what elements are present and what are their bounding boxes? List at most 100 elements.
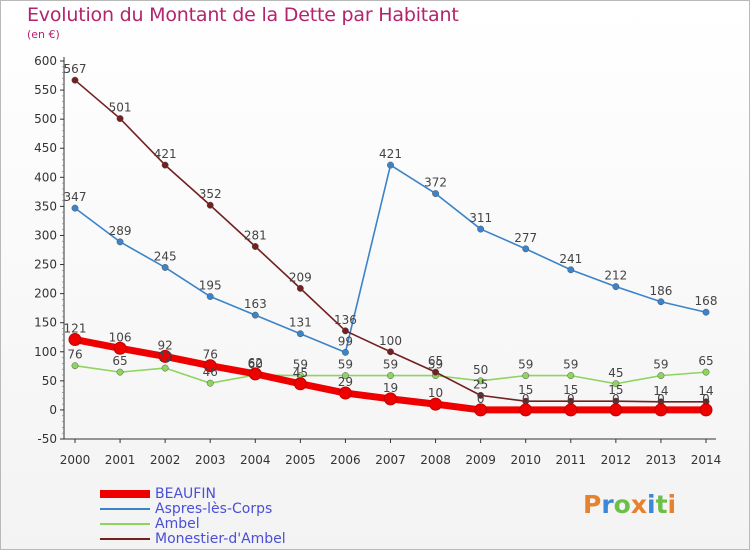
data-label: 0 (612, 392, 620, 406)
y-tick-label: 200 (34, 287, 57, 301)
data-label: 46 (203, 365, 218, 379)
data-label: 15 (563, 383, 578, 397)
data-point (612, 283, 620, 291)
data-point (477, 391, 485, 399)
data-point (612, 380, 620, 388)
data-point (384, 392, 397, 406)
data-label: 10 (428, 386, 443, 400)
data-label: 372 (424, 176, 447, 190)
data-point (654, 403, 668, 417)
logo-letter: i (647, 490, 656, 519)
chart-title: Evolution du Montant de la Dette par Hab… (27, 4, 459, 26)
logo-letter: x (630, 490, 647, 519)
data-point (296, 330, 304, 338)
data-label: 347 (64, 190, 87, 204)
data-label: 99 (338, 334, 353, 348)
data-label: 311 (469, 211, 492, 225)
y-tick-label: -50 (37, 432, 57, 446)
data-point (338, 386, 352, 400)
data-point (522, 372, 530, 380)
y-tick-label: 550 (34, 83, 57, 97)
data-label: 14 (653, 384, 668, 398)
data-label: 163 (244, 297, 267, 311)
y-tick-label: 500 (34, 112, 57, 126)
data-point (702, 308, 710, 316)
y-tick-label: 600 (34, 54, 57, 68)
data-point (387, 348, 394, 356)
data-label: 59 (518, 358, 533, 372)
y-tick-label: 50 (42, 374, 57, 388)
data-label: 76 (67, 348, 82, 362)
data-label: 168 (695, 294, 718, 308)
data-point (522, 245, 530, 253)
legend-item: Ambel (100, 516, 286, 532)
legend-swatch (100, 537, 150, 540)
logo-letter: i (667, 490, 677, 519)
logo-letter: P (583, 490, 602, 519)
data-point (387, 372, 394, 380)
data-label: 277 (514, 231, 537, 245)
proxiti-logo: Proxiti (583, 490, 676, 519)
y-tick-label: 400 (34, 170, 57, 184)
data-label: 59 (428, 358, 443, 372)
data-label: 72 (158, 350, 173, 364)
data-point (161, 263, 169, 271)
data-point (341, 327, 349, 335)
data-label: 0 (702, 392, 710, 406)
x-tick-label: 2008 (420, 453, 451, 467)
y-tick-label: 250 (34, 258, 57, 272)
x-tick-label: 2003 (195, 453, 226, 467)
data-label: 15 (608, 383, 623, 397)
x-tick-label: 2009 (465, 453, 496, 467)
x-tick-label: 2010 (510, 453, 541, 467)
data-point (519, 403, 533, 417)
data-label: 212 (604, 269, 627, 283)
y-tick-label: 0 (49, 403, 57, 417)
x-tick-label: 2014 (691, 453, 722, 467)
data-label: 106 (109, 330, 132, 344)
legend-swatch (100, 522, 150, 525)
data-point (657, 372, 665, 380)
data-label: 59 (563, 358, 578, 372)
x-tick-label: 2007 (375, 453, 406, 467)
data-label: 289 (109, 224, 132, 238)
data-label: 100 (379, 334, 402, 348)
data-label: 59 (383, 358, 398, 372)
data-label: 59 (293, 358, 308, 372)
data-point (432, 368, 440, 376)
data-label: 281 (244, 229, 267, 243)
data-point (429, 397, 443, 411)
data-point (161, 161, 169, 169)
y-tick-label: 100 (34, 345, 57, 359)
chart-legend: BEAUFIN Aspres-lès-Corps Ambel Monestier-d'… (100, 486, 286, 547)
data-point (206, 379, 214, 387)
data-point (206, 201, 214, 209)
x-tick-label: 2013 (646, 453, 677, 467)
data-label: 19 (383, 381, 398, 395)
data-point (116, 368, 124, 376)
data-label: 29 (338, 375, 353, 389)
legend-item: BEAUFIN (100, 486, 286, 502)
y-tick-label: 300 (34, 228, 57, 242)
data-point (432, 190, 440, 198)
data-label: 65 (428, 354, 443, 368)
data-label: 15 (518, 383, 533, 397)
data-point (477, 225, 485, 233)
data-label: 62 (248, 356, 263, 370)
data-label: 60 (248, 357, 263, 371)
data-point (567, 372, 575, 380)
data-label: 45 (293, 366, 308, 380)
data-point (158, 349, 172, 363)
data-label: 65 (112, 354, 127, 368)
data-label: 59 (653, 358, 668, 372)
data-label: 65 (698, 354, 713, 368)
data-label: 25 (473, 377, 488, 391)
data-label: 50 (473, 363, 488, 377)
data-point (206, 293, 214, 300)
data-point (161, 364, 169, 372)
data-point (341, 372, 349, 380)
x-tick-label: 2001 (105, 453, 136, 467)
data-point (477, 377, 485, 385)
data-label: 131 (289, 316, 312, 330)
